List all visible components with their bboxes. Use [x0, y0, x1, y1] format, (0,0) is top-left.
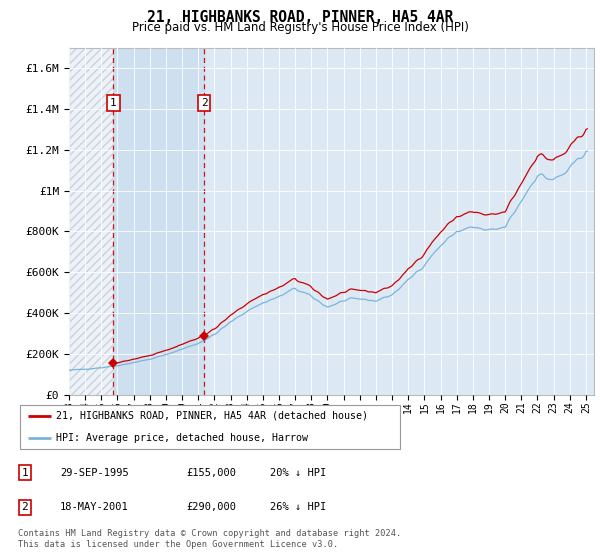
Text: 20% ↓ HPI: 20% ↓ HPI [270, 468, 326, 478]
Text: Contains HM Land Registry data © Crown copyright and database right 2024.
This d: Contains HM Land Registry data © Crown c… [18, 529, 401, 549]
Text: 2: 2 [201, 98, 208, 108]
Bar [113, 48, 204, 395]
FancyBboxPatch shape [20, 405, 400, 449]
Text: £155,000: £155,000 [186, 468, 236, 478]
Text: 2: 2 [22, 502, 28, 512]
Text: 1: 1 [110, 98, 117, 108]
Text: 29-SEP-1995: 29-SEP-1995 [60, 468, 129, 478]
Text: 18-MAY-2001: 18-MAY-2001 [60, 502, 129, 512]
Text: £290,000: £290,000 [186, 502, 236, 512]
Text: 1: 1 [22, 468, 28, 478]
Text: 26% ↓ HPI: 26% ↓ HPI [270, 502, 326, 512]
Text: HPI: Average price, detached house, Harrow: HPI: Average price, detached house, Harr… [56, 433, 308, 444]
Text: 21, HIGHBANKS ROAD, PINNER, HA5 4AR: 21, HIGHBANKS ROAD, PINNER, HA5 4AR [147, 10, 453, 25]
Text: Price paid vs. HM Land Registry's House Price Index (HPI): Price paid vs. HM Land Registry's House … [131, 21, 469, 34]
Text: 21, HIGHBANKS ROAD, PINNER, HA5 4AR (detached house): 21, HIGHBANKS ROAD, PINNER, HA5 4AR (det… [56, 410, 368, 421]
